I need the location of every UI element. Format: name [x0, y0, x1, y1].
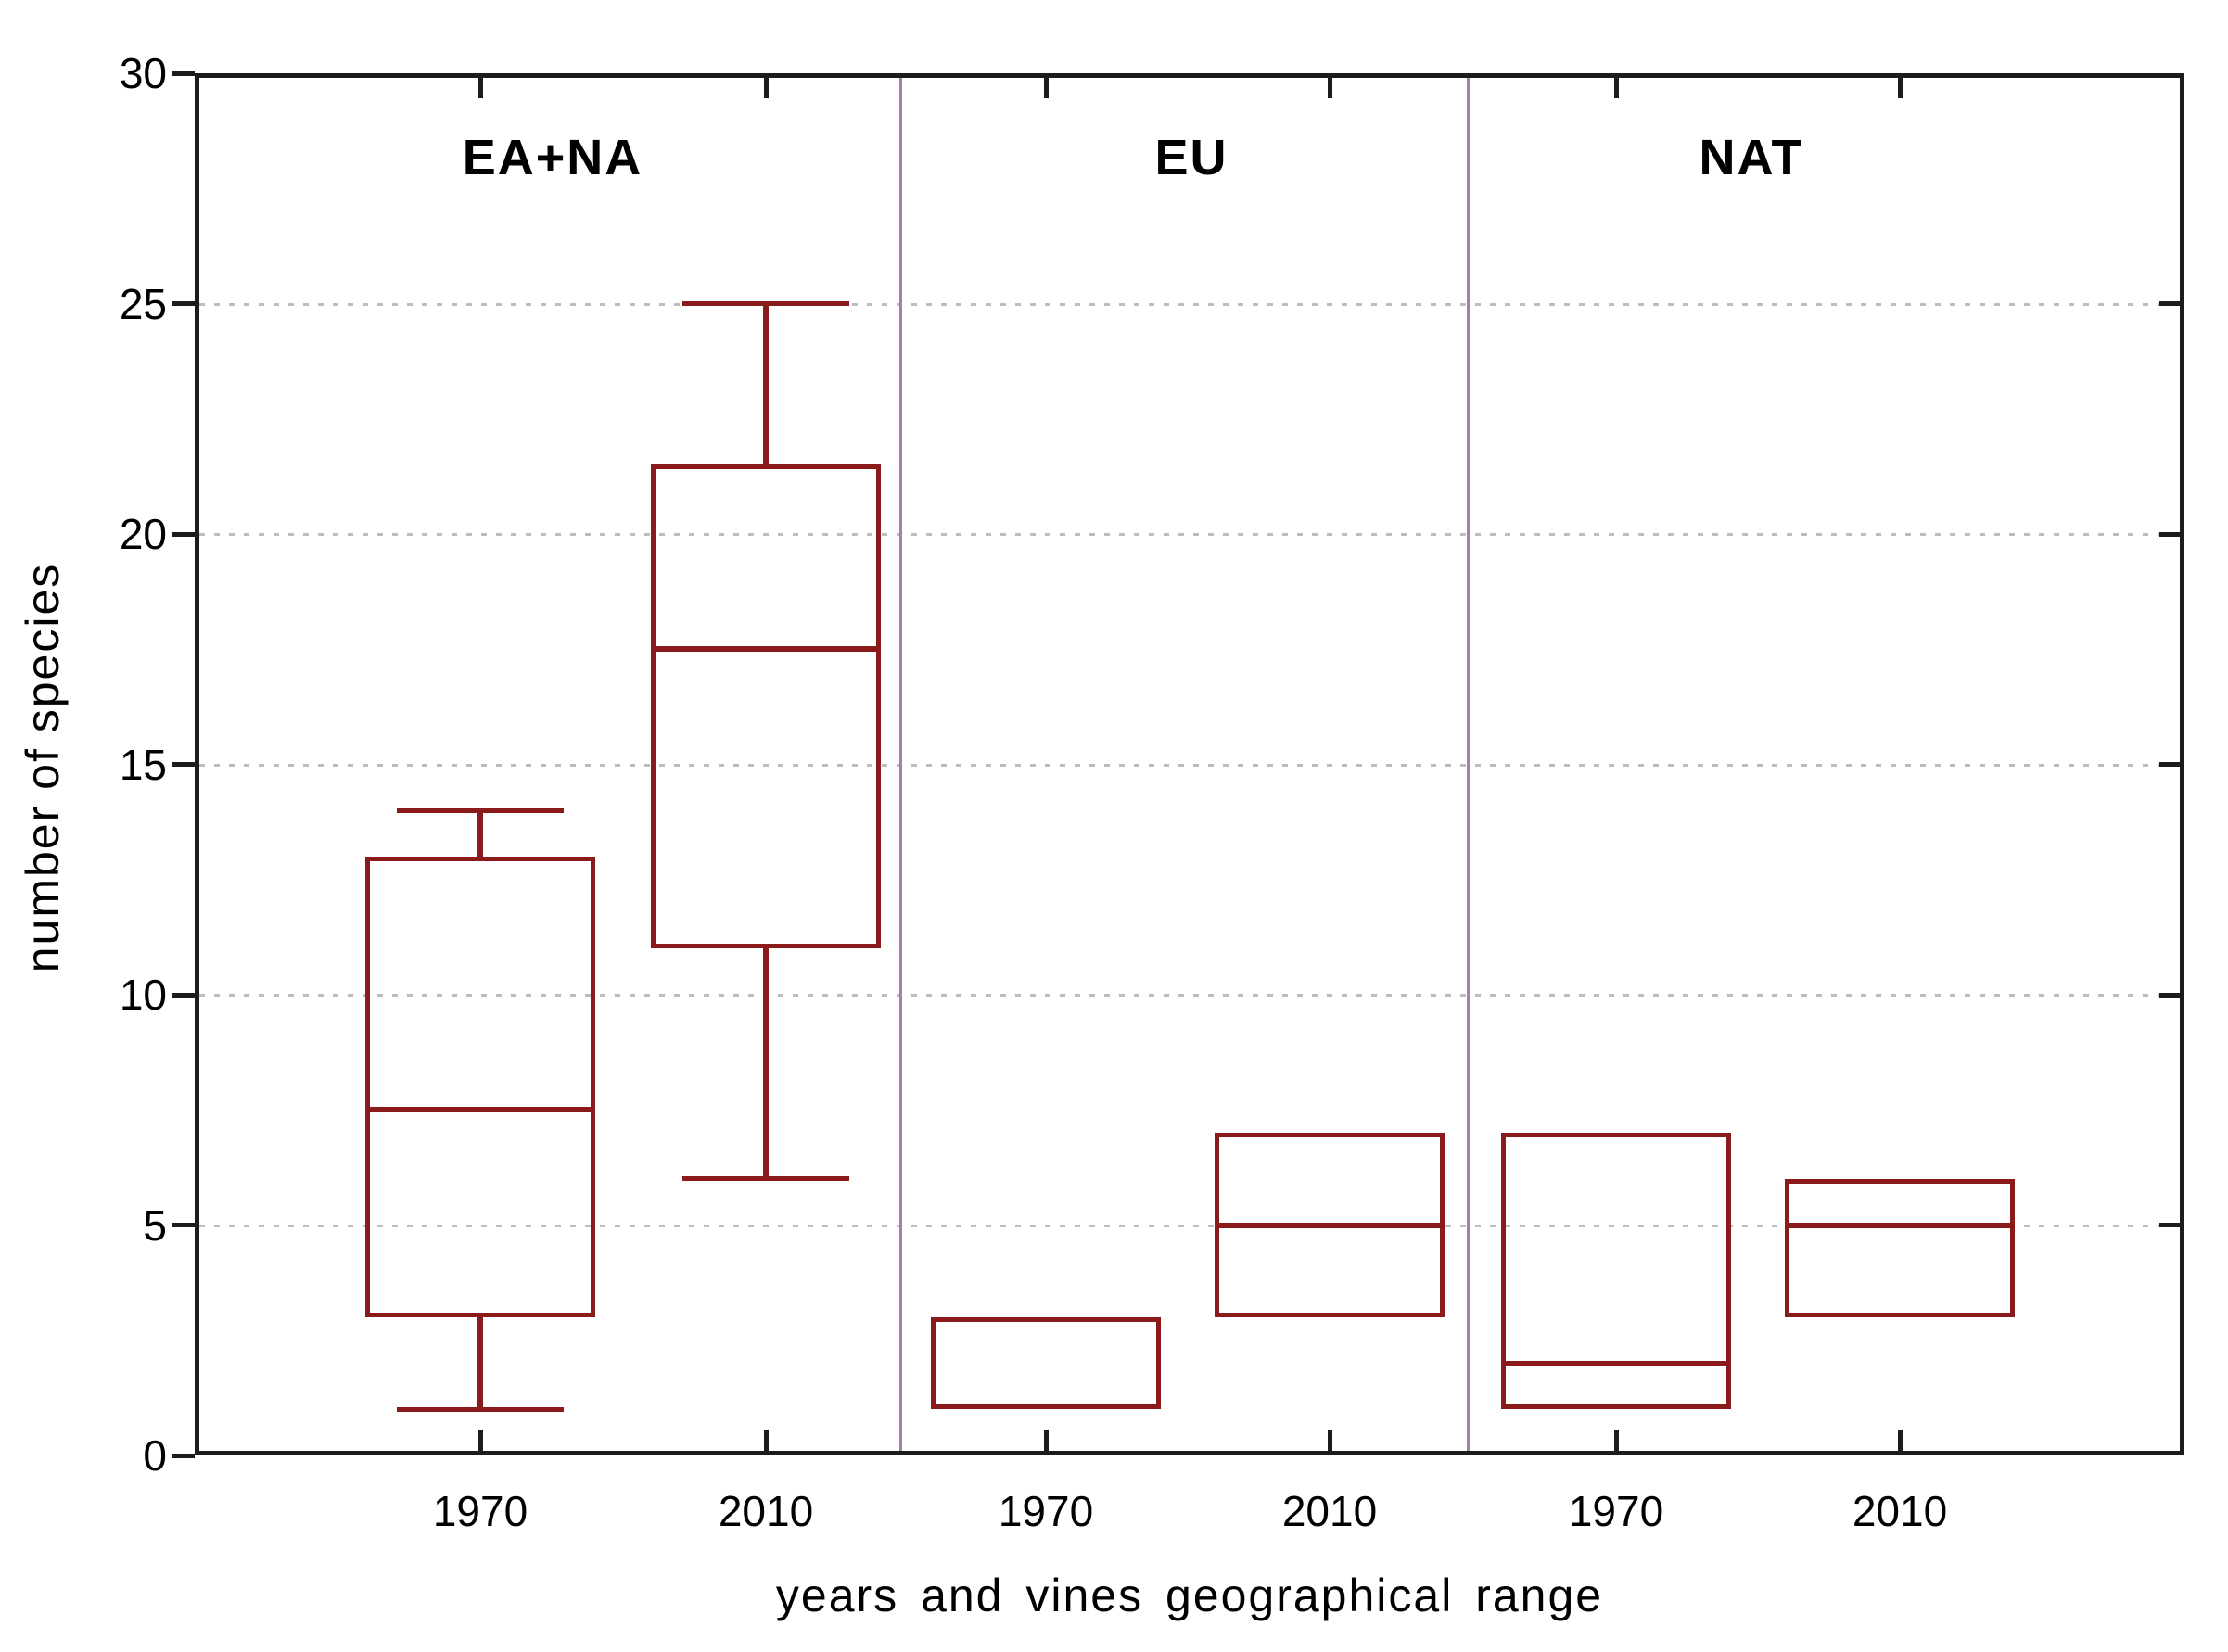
x-axis-tick-top — [1613, 78, 1619, 98]
x-tick-label: 1970 — [432, 1487, 528, 1535]
x-axis-tick-top — [1327, 78, 1332, 98]
y-axis-tick-left — [172, 531, 195, 537]
y-axis-tick-left — [172, 301, 195, 306]
lower-whisker-line — [477, 1316, 483, 1410]
y-tick-label: 5 — [143, 1201, 167, 1250]
panel-separator — [1467, 78, 1470, 1451]
y-tick-label: 20 — [119, 510, 167, 558]
box-plot-box — [1785, 1178, 2015, 1317]
median-line — [1501, 1360, 1731, 1366]
lower-whisker-line — [763, 948, 769, 1179]
y-axis-tick-right — [2159, 301, 2180, 306]
x-tick-label: 2010 — [1281, 1487, 1378, 1535]
y-axis-tick-right — [2159, 992, 2180, 998]
median-line — [1215, 1222, 1445, 1228]
gridline — [199, 302, 2180, 306]
gridline — [199, 994, 2180, 997]
box-plot-box — [365, 856, 595, 1317]
upper-whisker-cap — [682, 301, 849, 306]
box-plot-box — [931, 1316, 1161, 1410]
y-axis-tick-right — [2159, 762, 2180, 767]
median-line — [365, 1107, 595, 1113]
x-axis-tick-bottom — [763, 1430, 769, 1451]
median-line — [1785, 1222, 2015, 1228]
x-axis-tick-bottom — [477, 1430, 483, 1451]
x-axis-tick-bottom — [1897, 1430, 1903, 1451]
y-tick-label: 25 — [119, 279, 167, 328]
panel-label-nat: NAT — [1699, 130, 1804, 185]
x-tick-label: 1970 — [998, 1487, 1094, 1535]
x-axis-tick-top — [763, 78, 769, 98]
y-axis-tick-left — [172, 70, 195, 76]
gridline — [199, 533, 2180, 536]
box-plot-box — [1501, 1133, 1731, 1410]
panel-label-eu: EU — [1154, 130, 1229, 185]
box-plot-box — [651, 464, 881, 949]
y-tick-label: 0 — [143, 1431, 167, 1480]
y-axis-tick-right — [2159, 531, 2180, 537]
gridline — [199, 763, 2180, 767]
lower-whisker-cap — [682, 1176, 849, 1182]
y-axis-tick-left — [172, 1453, 195, 1458]
median-line — [651, 646, 881, 653]
x-axis-title: years and vines geographical range — [775, 1569, 1604, 1621]
y-tick-label: 10 — [119, 971, 167, 1019]
upper-whisker-cap — [397, 807, 564, 813]
y-axis-tick-right — [2159, 1223, 2180, 1227]
gridline — [199, 1224, 2180, 1227]
y-axis-title: number of species — [17, 562, 69, 973]
y-axis-tick-left — [172, 1223, 195, 1227]
x-axis-tick-top — [1897, 78, 1903, 98]
x-axis-tick-bottom — [1043, 1430, 1049, 1451]
x-tick-label: 2010 — [1852, 1487, 1948, 1535]
upper-whisker-line — [763, 303, 769, 465]
x-axis-tick-top — [1043, 78, 1049, 98]
y-axis-tick-left — [172, 992, 195, 998]
y-tick-label: 30 — [119, 49, 167, 97]
x-tick-label: 1970 — [1568, 1487, 1664, 1535]
x-tick-label: 2010 — [718, 1487, 814, 1535]
panel-label-ea-na: EA+NA — [462, 130, 643, 185]
x-axis-tick-bottom — [1613, 1430, 1619, 1451]
lower-whisker-cap — [397, 1406, 564, 1412]
y-axis-tick-left — [172, 762, 195, 767]
upper-whisker-line — [477, 810, 483, 857]
y-tick-label: 15 — [119, 740, 167, 789]
panel-separator — [899, 78, 902, 1451]
x-axis-tick-top — [477, 78, 483, 98]
x-axis-tick-bottom — [1327, 1430, 1332, 1451]
